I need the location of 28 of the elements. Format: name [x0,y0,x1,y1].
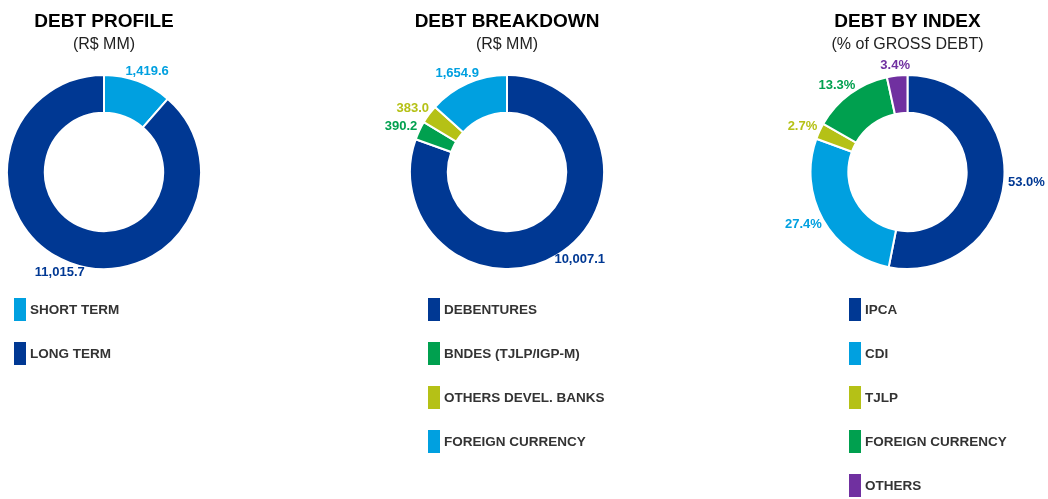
legend-label: FOREIGN CURRENCY [865,434,1007,449]
legend-label: DEBENTURES [444,302,538,317]
data-label: 3.4% [880,56,911,72]
chart-title: DEBT PROFILE [34,10,174,32]
data-label: 1,654.9 [435,65,479,81]
data-label: 27.4% [785,216,823,232]
data-label: 13.3% [818,76,856,92]
data-label: 1,419.6 [125,62,169,78]
data-label: 11,015.7 [34,264,85,280]
legend-label: CDI [865,346,889,361]
chart-subtitle: (R$ MM) [475,35,539,53]
data-label: 2.7% [787,118,818,134]
chart-title: DEBT BY INDEX [834,10,981,32]
legend-label: FOREIGN CURRENCY [444,434,586,449]
chart-title: DEBT BREAKDOWN [414,10,600,32]
legend-label: OTHERS [865,478,922,493]
legend-label: TJLP [865,390,899,405]
chart-subtitle: (R$ MM) [72,35,136,53]
legend-label: IPCA [865,302,898,317]
legend-label: BNDES (TJLP/IGP-M) [444,346,580,361]
data-label: 53.0% [1007,174,1046,190]
data-label: 383.0 [396,99,430,115]
legend-label: SHORT TERM [30,302,120,317]
legend-label: OTHERS DEVEL. BANKS [444,390,605,405]
legend-label: LONG TERM [30,346,111,361]
data-label: 390.2 [384,117,418,133]
chart-subtitle: (% of GROSS DEBT) [831,35,984,53]
data-label: 10,007.1 [554,251,606,267]
